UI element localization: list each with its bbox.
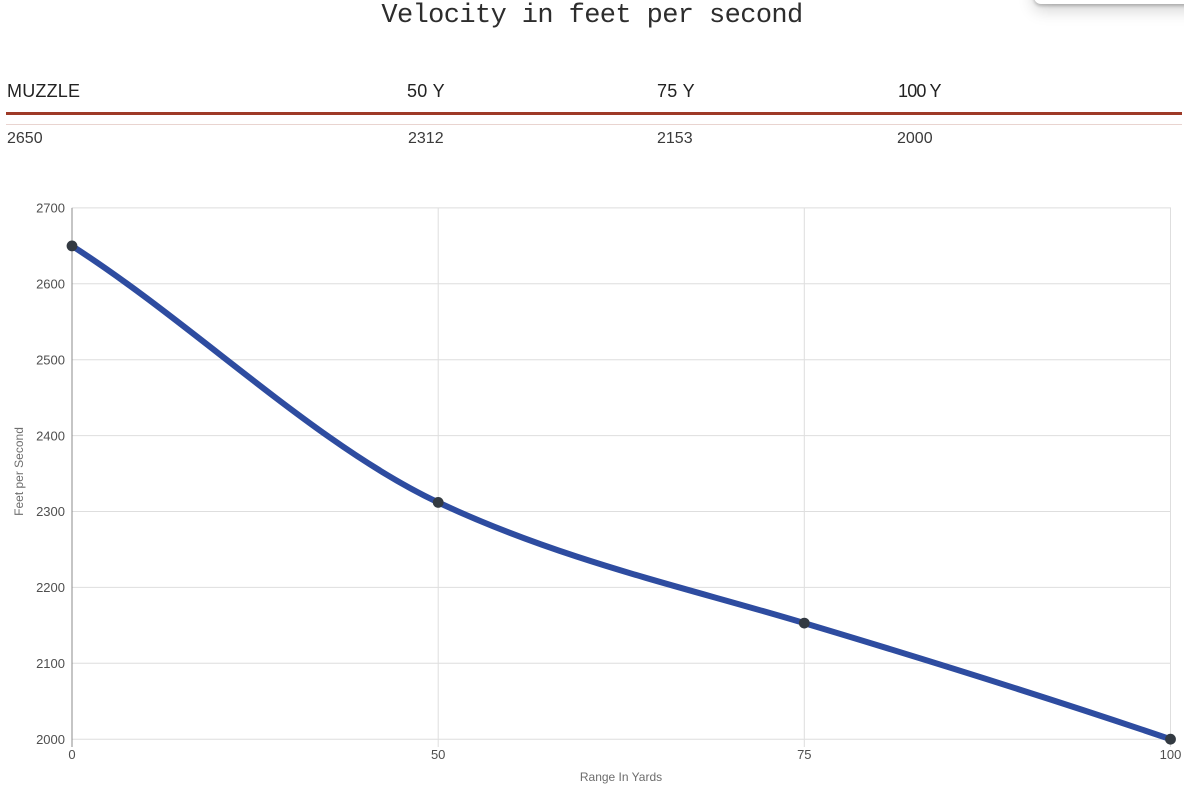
svg-text:2300: 2300 (36, 504, 65, 519)
svg-text:2600: 2600 (36, 277, 65, 292)
svg-text:2400: 2400 (36, 428, 65, 443)
svg-text:2500: 2500 (36, 352, 65, 367)
svg-text:0: 0 (68, 747, 75, 762)
svg-text:2200: 2200 (36, 580, 65, 595)
svg-text:50: 50 (431, 747, 445, 762)
svg-text:2000: 2000 (36, 732, 65, 747)
svg-text:2100: 2100 (36, 656, 65, 671)
svg-text:2700: 2700 (36, 201, 65, 216)
svg-text:Range In Yards: Range In Yards (580, 770, 662, 784)
svg-text:100: 100 (1160, 747, 1182, 762)
svg-text:75: 75 (797, 747, 811, 762)
svg-text:Feet per Second: Feet per Second (12, 427, 26, 516)
